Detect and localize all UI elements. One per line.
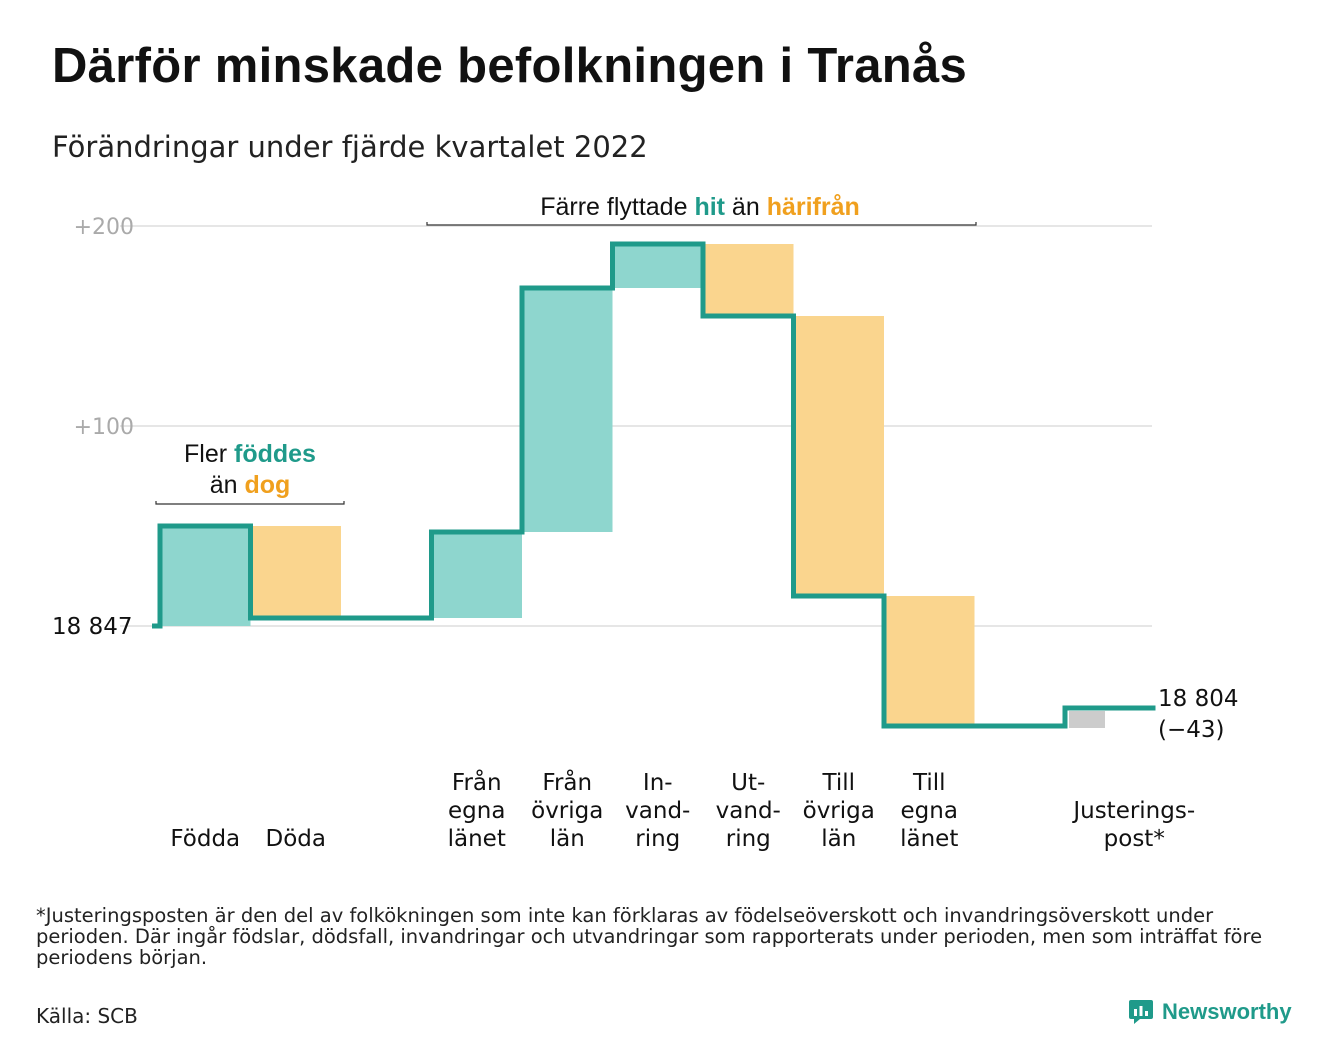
x-tick-label: In- (643, 770, 673, 796)
chart-subtitle: Förändringar under fjärde kvartalet 2022 (52, 130, 648, 164)
x-tick-label: vand- (716, 798, 781, 824)
x-tick-label: övriga (803, 798, 875, 824)
x-tick-label: länet (900, 826, 958, 852)
brand-name: Newsworthy (1162, 999, 1292, 1024)
bar-positive (431, 532, 522, 618)
annotation-layer: Fler föddes än dog Färre flyttade hit än h… (155, 193, 977, 505)
bar-negative (793, 316, 884, 596)
labels-layer: Födda DödaFrånegnalänetFrånövrigalänIn-va… (52, 614, 1238, 852)
y-tick-label: +100 (74, 415, 134, 440)
x-tick-label: vand- (625, 798, 690, 824)
migration-bracket (426, 222, 977, 226)
bar-negative (250, 526, 341, 618)
x-tick-label: Från (542, 768, 592, 796)
x-tick-label: ring (635, 826, 680, 852)
x-tick-label: Justerings- (1071, 798, 1195, 824)
brand-logo[interactable]: Newsworthy (1128, 998, 1292, 1026)
births-annotation-line2: än dog (210, 471, 291, 499)
bar-adjustment (1069, 711, 1105, 728)
x-tick-label: ring (726, 826, 771, 852)
line-layer (152, 241, 1156, 729)
x-tick-label: egna (901, 798, 958, 824)
x-tick-label: Till (912, 770, 946, 796)
y-tick-label: +200 (74, 215, 134, 240)
migration-annotation: Färre flyttade hit än härifrån (540, 193, 860, 221)
births-bracket (155, 501, 345, 505)
waterfall-chart: +100+200 Födda DödaFrånegnalänetFrånövrig… (52, 193, 1238, 852)
bar-positive (522, 288, 613, 532)
x-tick-label: Födda (170, 826, 240, 852)
x-tick-label: övriga (531, 798, 603, 824)
births-annotation-line1: Fler föddes (184, 440, 316, 468)
x-tick-label: Döda (266, 826, 326, 852)
bar-positive (160, 526, 251, 626)
x-tick-label: län (550, 826, 585, 852)
start-value-label: 18 847 (52, 614, 132, 640)
grid-layer: +100 +200 (74, 215, 1152, 627)
x-tick-label: länet (448, 826, 506, 852)
bar-negative (703, 244, 794, 316)
end-change-label: (−43) (1158, 717, 1224, 743)
cumulative-step-line (152, 241, 1156, 729)
bar-positive (612, 244, 703, 288)
end-value-label: 18 804 (1158, 686, 1238, 712)
newsworthy-logo-icon (1129, 1000, 1153, 1024)
x-tick-label: post* (1104, 826, 1165, 852)
x-tick-label: län (821, 826, 856, 852)
footnote: *Justeringsposten är den del av folkökni… (36, 904, 1263, 969)
bars-layer (160, 244, 1105, 728)
x-tick-label: Ut- (731, 770, 765, 796)
x-tick-label: Till (821, 770, 855, 796)
x-tick-label: Från (452, 768, 502, 796)
source-note: Källa: SCB (36, 1004, 138, 1028)
chart-title: Därför minskade befolkningen i Tranås (52, 39, 968, 93)
bar-negative (884, 596, 975, 726)
x-tick-label: egna (448, 798, 505, 824)
